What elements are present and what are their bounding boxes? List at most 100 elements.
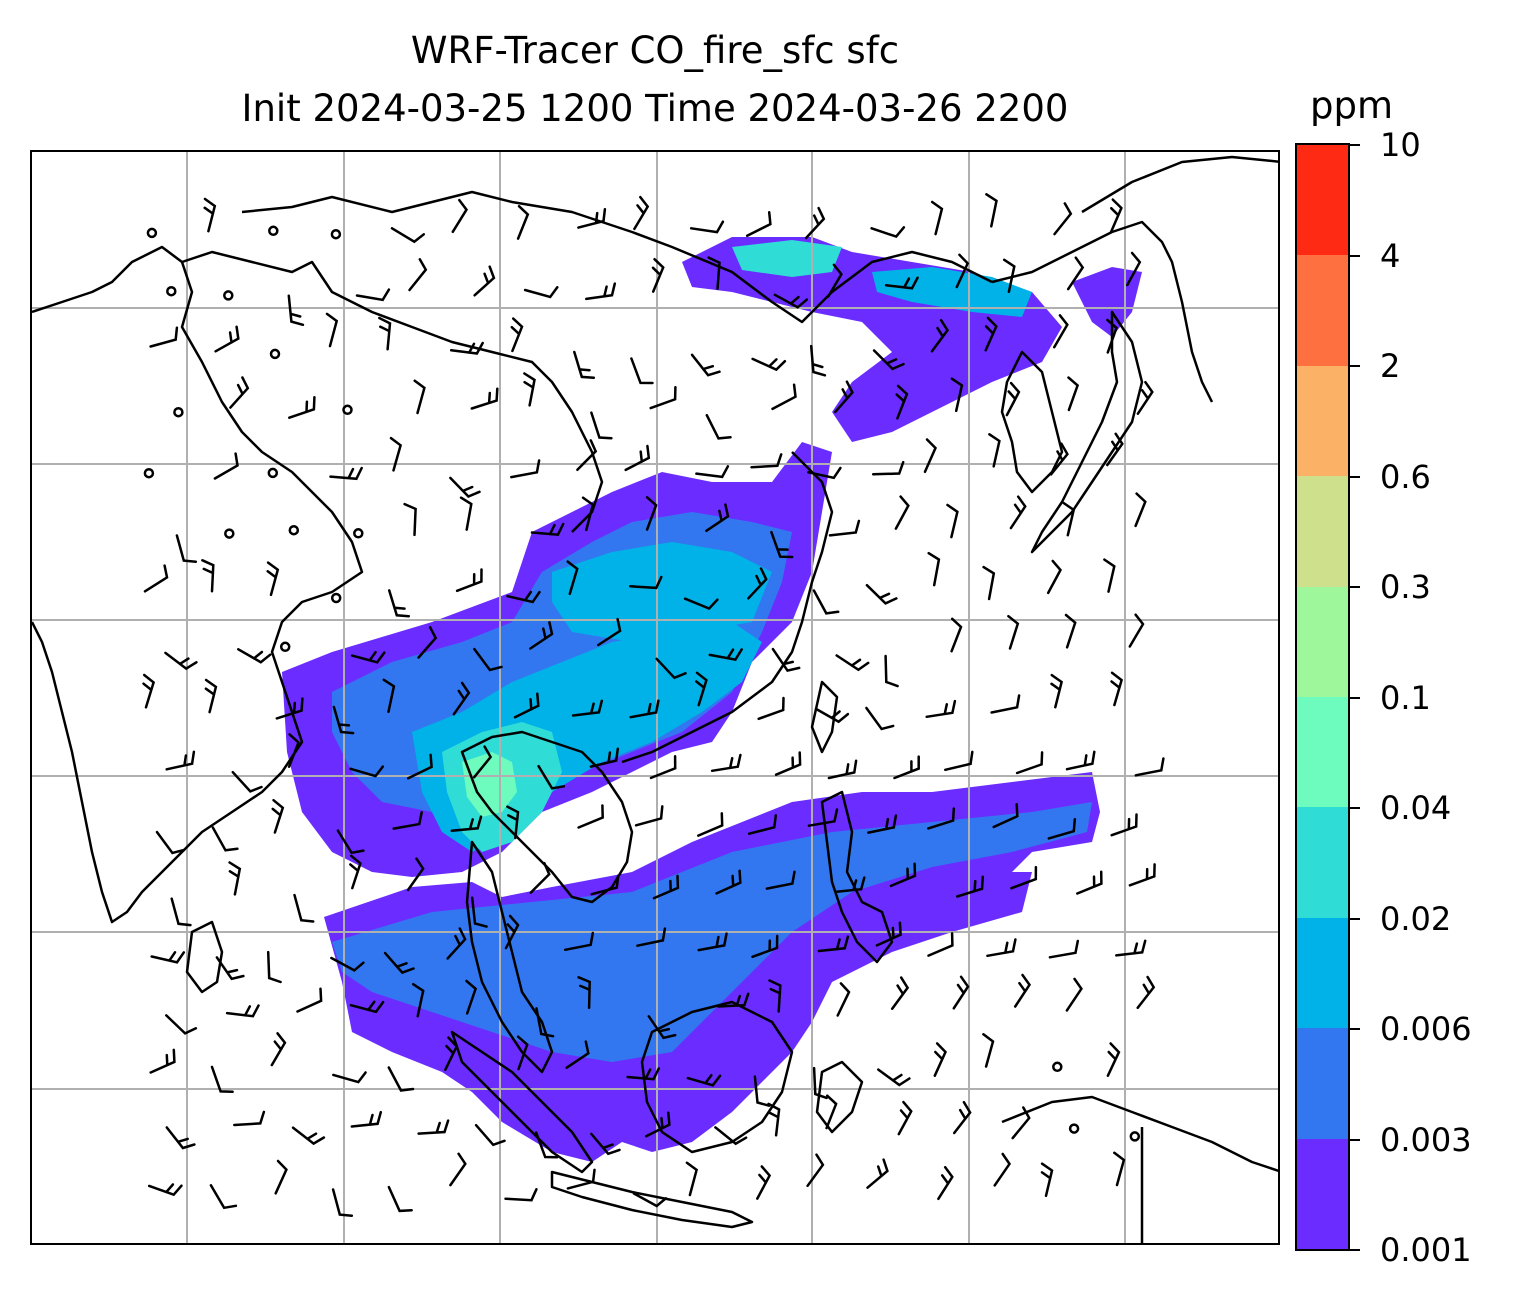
- coastline-india: [32, 245, 364, 924]
- wind-barb: [629, 575, 663, 590]
- wind-barb: [984, 316, 998, 352]
- wind-barb: [330, 956, 365, 972]
- calm-wind-marker: [173, 406, 184, 418]
- wind-barb: [383, 951, 415, 975]
- wind-barb: [632, 1192, 668, 1208]
- wind-barb: [413, 379, 426, 415]
- coastline-java: [550, 1170, 754, 1229]
- wind-barb: [1106, 432, 1124, 467]
- colorbar-tick: [1350, 1028, 1360, 1030]
- wind-barb: [992, 802, 1019, 829]
- wind-barb: [834, 876, 866, 894]
- colorbar-tick: [1350, 1138, 1360, 1141]
- wind-barb: [1134, 757, 1165, 777]
- colorbar-label: 0.3: [1380, 568, 1431, 606]
- wind-barb: [350, 1110, 383, 1128]
- wind-barb: [1013, 973, 1032, 1008]
- colorbar-segment: [1297, 696, 1348, 808]
- wind-barb: [923, 438, 937, 474]
- map-title: WRF-Tracer CO_fire_sfc sfc: [410, 29, 900, 72]
- wind-barb: [504, 914, 520, 950]
- wind-barb: [651, 257, 665, 293]
- colorbar-tick: [1350, 475, 1360, 478]
- wind-barb: [149, 326, 179, 348]
- wind-barb: [806, 1153, 825, 1188]
- wind-barb: [465, 979, 478, 1015]
- wind-barb: [836, 982, 851, 1017]
- wind-barb: [266, 561, 280, 597]
- wind-barb: [1047, 818, 1077, 840]
- wind-barb: [270, 1032, 287, 1067]
- wind-barb: [287, 294, 305, 327]
- wind-barb: [1128, 613, 1145, 648]
- wind-barb: [1011, 1106, 1031, 1140]
- wind-barb: [149, 1048, 176, 1074]
- wind-barb: [349, 1000, 385, 1014]
- wind-barb: [147, 1183, 183, 1197]
- colorbar-tick: [1350, 365, 1360, 367]
- wind-barb: [355, 288, 391, 302]
- calm-wind-marker: [223, 290, 234, 301]
- plume-peak-thailand: [462, 752, 517, 817]
- wind-barb: [408, 258, 428, 292]
- wind-barb: [566, 560, 579, 596]
- wind-barb: [817, 935, 850, 953]
- wind-barb: [506, 805, 520, 840]
- calm-wind-marker: [279, 641, 291, 653]
- wind-barb: [1009, 495, 1027, 530]
- wind-barb: [470, 896, 488, 928]
- wind-barb: [774, 751, 802, 776]
- wind-barb: [350, 650, 386, 664]
- wind-barb: [406, 753, 433, 780]
- plume-high-north: [732, 240, 842, 277]
- wind-barb: [473, 647, 503, 672]
- wind-barb: [417, 1119, 450, 1135]
- graticule: [32, 152, 1278, 1243]
- wind-barb: [378, 316, 392, 351]
- wind-barb: [576, 439, 598, 472]
- colorbar-tick: [1350, 144, 1360, 146]
- wind-barb: [750, 453, 783, 469]
- colorbar-segment: [1297, 1138, 1348, 1249]
- calm-wind-marker: [330, 228, 342, 240]
- wind-barb: [288, 396, 316, 419]
- wind-barb: [649, 386, 677, 410]
- wind-barb: [332, 1071, 367, 1084]
- wind-barb: [529, 861, 551, 894]
- colorbar-label: 2: [1380, 347, 1401, 385]
- coastline-borneo: [640, 1000, 794, 1154]
- wind-barb: [209, 1184, 238, 1210]
- wind-barb: [982, 565, 996, 601]
- map-canvas: [32, 152, 1278, 1243]
- wind-barb: [349, 765, 385, 778]
- wind-barb: [535, 1007, 555, 1038]
- wind-barb: [516, 1035, 529, 1071]
- coastline-malay-peninsula: [465, 840, 554, 1074]
- wind-barb: [952, 975, 970, 1010]
- wind-barb: [523, 372, 536, 407]
- calm-wind-marker: [143, 467, 155, 479]
- wind-barb: [890, 976, 910, 1010]
- wind-barb: [867, 814, 898, 834]
- wind-barb: [529, 621, 554, 650]
- wind-barb: [988, 433, 1001, 468]
- wind-barb: [452, 681, 471, 716]
- wind-barb: [504, 1188, 538, 1202]
- coastline-philippines: [820, 790, 894, 964]
- wind-barb: [751, 934, 779, 959]
- coastline-taiwan: [810, 680, 839, 754]
- wind-barb: [695, 671, 708, 707]
- calm-wind-marker: [267, 467, 279, 479]
- wind-barb: [1134, 492, 1147, 528]
- wind-barb: [982, 1033, 995, 1068]
- wind-barb: [537, 764, 566, 790]
- calm-wind-marker: [1068, 1123, 1080, 1134]
- calm-wind-marker: [269, 348, 281, 360]
- wind-barb: [630, 357, 654, 385]
- colorbar-segment: [1297, 917, 1348, 1029]
- wind-barb: [807, 808, 839, 827]
- wind-barb: [649, 755, 677, 780]
- plume-outer-north: [682, 237, 1062, 442]
- wind-barb: [930, 318, 950, 353]
- wind-barb: [757, 696, 785, 721]
